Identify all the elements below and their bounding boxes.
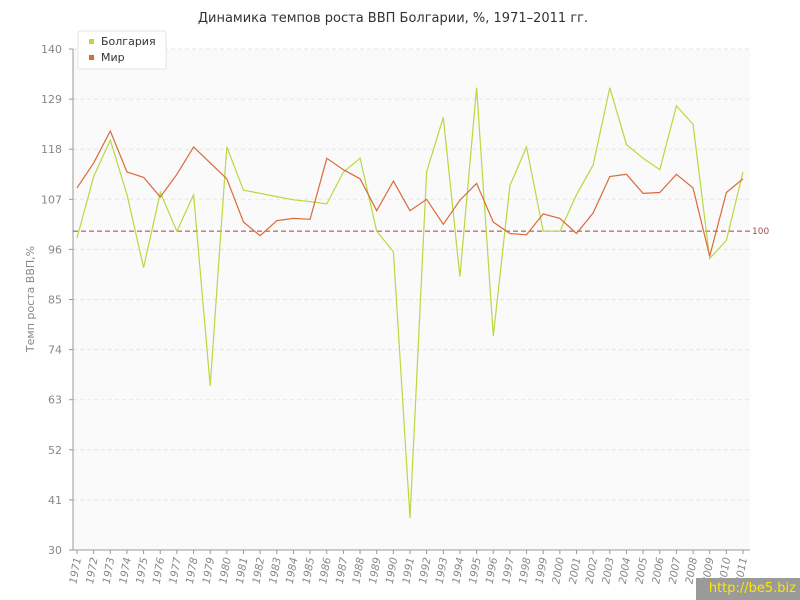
y-tick-labels: 30 41 52 63 74 85 96 107 118 129 140 [41,43,62,557]
x-tick-label: 2007 [667,556,684,585]
y-tick-label: 129 [41,93,62,106]
legend-label-1: Мир [101,51,125,64]
x-tick-label: 1972 [84,556,101,585]
x-tick-label: 2002 [584,556,601,585]
x-tick-label: 2009 [700,556,717,585]
y-tick-label: 30 [48,544,62,557]
x-tick-label: 1971 [67,556,83,584]
x-tick-label: 1978 [184,556,201,585]
x-tick-label: 1995 [467,556,484,585]
x-tick-label: 2001 [567,556,583,584]
y-tick-label: 74 [48,344,62,357]
y-axis-label: Темп роста ВВП,% [24,246,37,353]
x-tick-label: 1992 [417,556,434,585]
x-tick-label: 1988 [351,556,368,585]
x-tick-label: 1986 [317,556,334,585]
x-tick-label: 1998 [517,556,534,585]
y-tick-label: 85 [48,294,62,307]
legend-marker-0 [89,39,94,44]
series-lines [76,87,744,519]
x-tick-label: 2003 [600,556,616,584]
watermark[interactable]: http://be5.biz [696,578,800,600]
x-tick-label: 1994 [450,556,466,584]
x-tick-label: 2010 [717,556,734,585]
series-line-1 [76,129,744,257]
x-tick-label: 1991 [400,556,416,584]
x-tick-label: 1981 [234,556,250,584]
x-tick-label: 1974 [117,556,133,584]
legend-box [77,30,167,70]
series-line-0 [76,87,744,519]
x-tick-label: 1996 [484,556,501,585]
x-tick-label: 1989 [367,556,384,585]
x-tick-label: 1976 [151,556,168,585]
x-tick-label: 1973 [101,556,117,584]
x-tick-label: 1982 [251,556,268,585]
y-tick-label: 118 [41,143,62,156]
x-tick-label: 1990 [384,556,401,585]
x-tick-label: 1999 [534,556,551,585]
x-tick-label: 1987 [334,556,351,585]
reference-line-label: 100 [752,227,769,237]
x-tick-label: 1993 [434,556,450,584]
legend-label-0: Болгария [101,35,156,48]
x-tick-label: 2005 [634,556,651,585]
x-tick-label: 1977 [167,556,184,585]
y-tick-label: 52 [48,444,62,457]
x-tick-label: 1975 [134,556,151,585]
x-tick-label: 1984 [284,556,300,584]
x-tick-label: 2011 [733,556,749,584]
x-tick-label: 1980 [217,556,234,585]
axes [69,48,750,554]
grid [73,48,750,501]
x-tick-label: 1983 [267,556,283,584]
x-tick-labels: 1971 1972 1973 1974 1975 1976 1977 1978 1979 1980… [67,556,749,585]
legend-marker-1 [89,55,94,60]
x-tick-label: 2006 [650,556,667,585]
y-tick-label: 63 [48,394,62,407]
y-tick-label: 140 [41,43,62,56]
x-tick-label: 1985 [301,556,318,585]
legend[interactable]: Болгария Мир [77,30,167,70]
x-tick-label: 2008 [684,556,701,585]
x-tick-label: 1979 [201,556,218,585]
reference-line: 100 [73,227,769,237]
y-tick-label: 107 [41,193,62,206]
x-tick-label: 1997 [500,556,517,585]
x-tick-label: 2000 [550,556,567,585]
x-tick-label: 2004 [617,556,633,584]
y-tick-label: 96 [48,243,62,256]
y-tick-label: 41 [48,494,62,507]
chart-title: Динамика темпов роста ВВП Болгарии, %, 1… [198,11,588,26]
